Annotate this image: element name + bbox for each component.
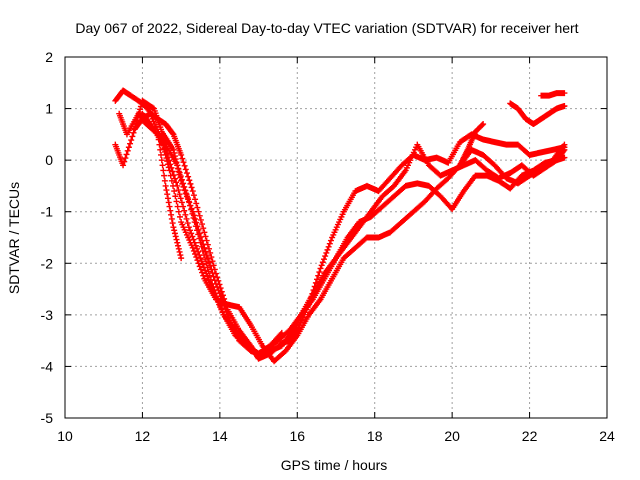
data-points <box>112 88 567 365</box>
x-tick-label: 20 <box>444 428 460 444</box>
x-tick-label: 16 <box>289 428 305 444</box>
series-track-c <box>116 111 567 357</box>
chart: 10 12 14 16 18 20 22 24-5-4-3-2-1012 Day 067 of… <box>0 0 640 480</box>
y-tick-label: 2 <box>45 49 53 65</box>
y-tick-label: -4 <box>41 358 54 374</box>
y-axis-label: SDTVAR / TECUs <box>6 182 22 294</box>
series-markers <box>538 90 567 99</box>
x-tick-label: 12 <box>135 428 151 444</box>
y-tick-label: -5 <box>41 410 54 426</box>
chart-title: Day 067 of 2022, Sidereal Day-to-day VTE… <box>75 20 578 36</box>
x-tick-label: 10 <box>57 428 73 444</box>
y-tick-label: 1 <box>45 101 53 117</box>
series-track-e <box>139 111 284 359</box>
x-tick-label: 24 <box>599 428 615 444</box>
series-markers <box>116 111 567 357</box>
y-tick-label: 0 <box>45 152 53 168</box>
y-tick-label: -1 <box>41 204 54 220</box>
series-track-g <box>507 100 567 127</box>
series-markers <box>139 111 284 359</box>
grid-lines <box>65 57 607 418</box>
x-tick-label: 14 <box>212 428 228 444</box>
x-tick-label: 22 <box>522 428 538 444</box>
y-tick-label: -3 <box>41 307 54 323</box>
x-axis-label: GPS time / hours <box>281 457 388 473</box>
series-track-h <box>538 90 567 99</box>
plot-frame <box>65 57 607 418</box>
y-tick-label: -2 <box>41 255 54 271</box>
series-markers <box>507 100 567 127</box>
x-tick-label: 18 <box>367 428 383 444</box>
